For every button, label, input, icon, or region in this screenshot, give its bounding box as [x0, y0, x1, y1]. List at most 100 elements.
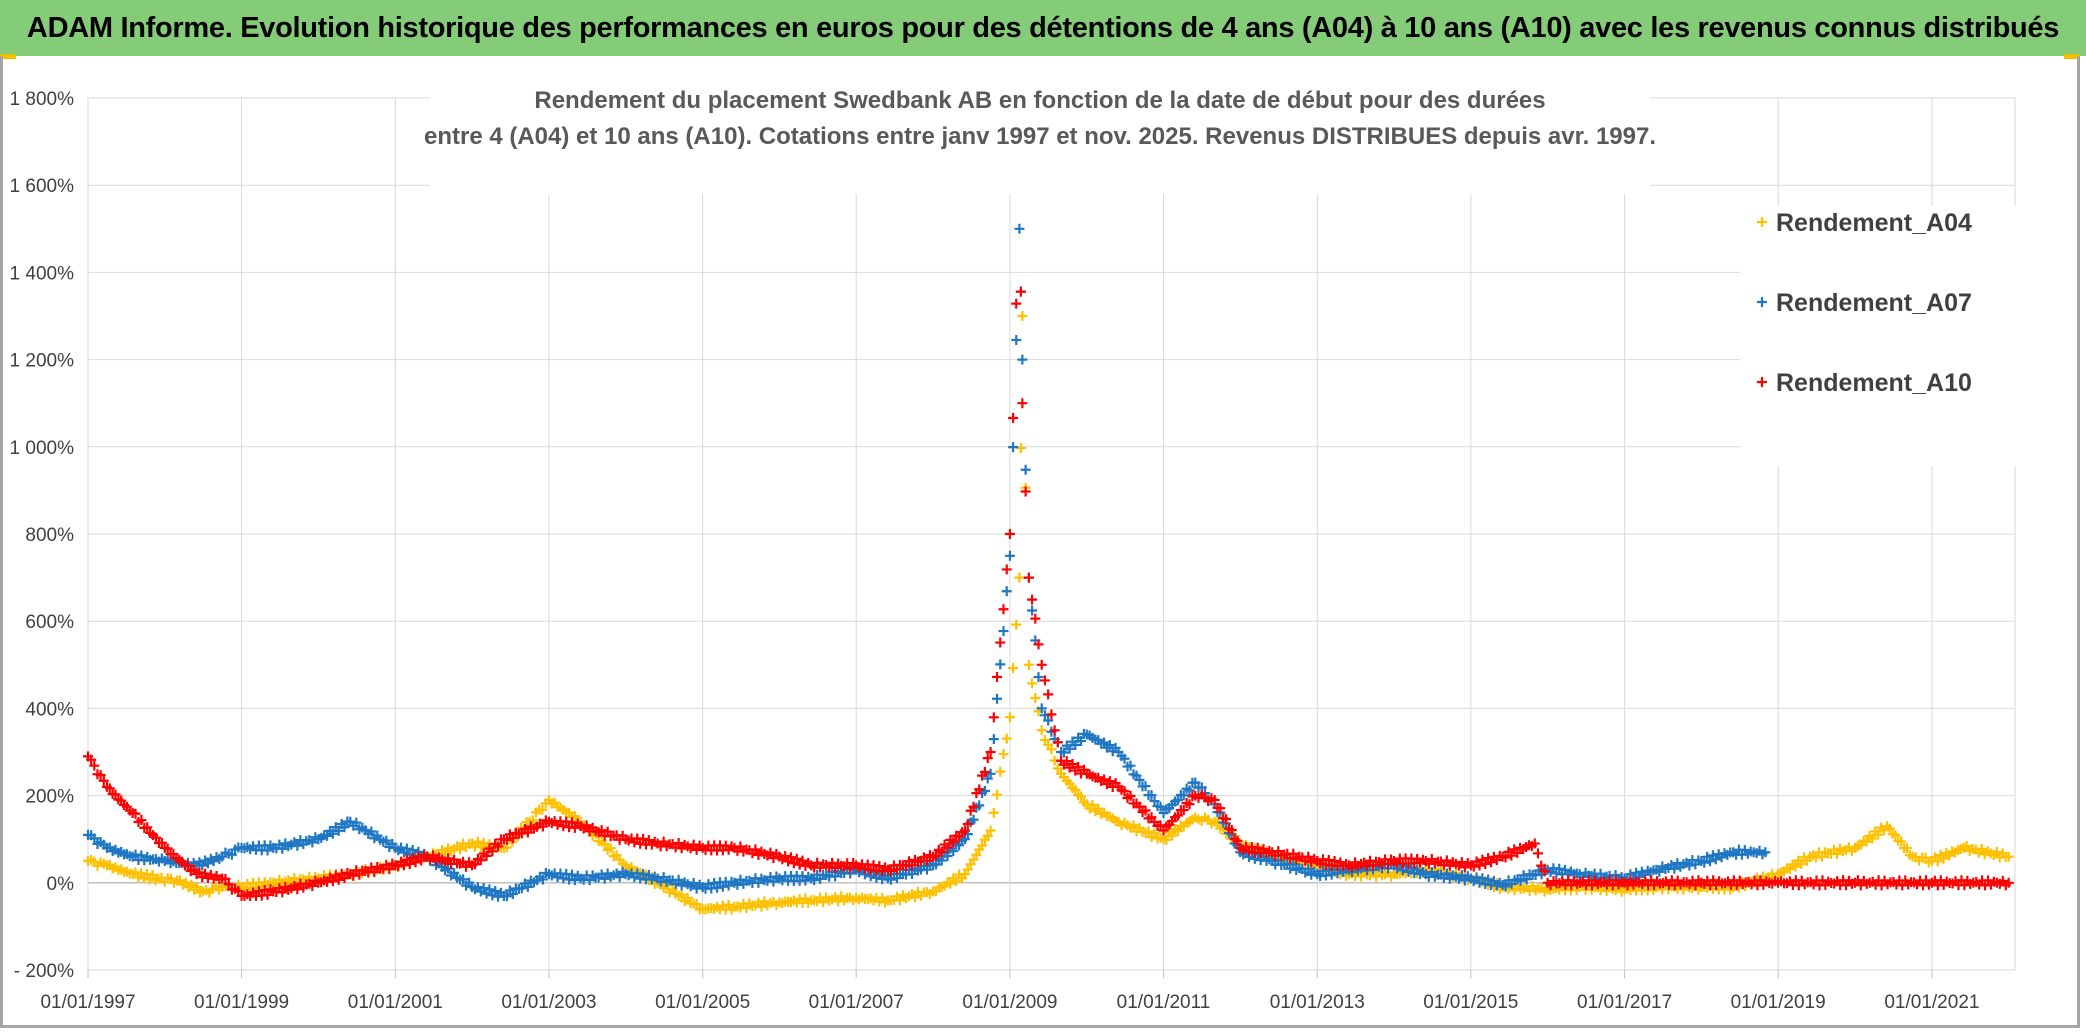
data-point	[537, 874, 548, 885]
data-point	[1093, 803, 1104, 814]
data-point	[197, 860, 208, 871]
data-point	[1078, 728, 1089, 739]
data-point	[416, 855, 427, 866]
data-point	[265, 884, 276, 895]
data-point	[1001, 586, 1012, 597]
data-point	[501, 891, 512, 902]
data-point	[1861, 836, 1872, 847]
data-point	[1705, 856, 1716, 867]
data-point	[1961, 840, 1972, 851]
data-point	[1693, 855, 1704, 866]
data-point	[676, 889, 687, 900]
data-point	[327, 876, 338, 887]
data-point	[750, 844, 761, 855]
data-point	[848, 858, 859, 869]
data-point	[726, 904, 737, 915]
data-point	[86, 754, 97, 765]
x-tick-label: 01/01/2011	[1117, 992, 1211, 1013]
data-point	[1923, 879, 1934, 890]
data-point	[1184, 785, 1195, 796]
data-point	[1027, 605, 1038, 616]
data-point	[1699, 857, 1710, 868]
data-point	[194, 887, 205, 898]
data-point	[186, 879, 197, 890]
data-point	[1043, 689, 1054, 700]
data-point	[1536, 860, 1547, 871]
data-point	[1616, 877, 1627, 888]
data-point	[1417, 854, 1428, 865]
data-point	[1076, 736, 1087, 747]
data-point	[930, 850, 941, 861]
data-point	[1309, 866, 1320, 877]
data-point	[428, 850, 439, 861]
data-point	[366, 826, 377, 837]
data-point	[110, 789, 121, 800]
data-point	[490, 885, 501, 896]
legend-background	[1740, 206, 2020, 466]
data-point	[1017, 311, 1028, 321]
data-point	[894, 895, 905, 906]
data-point	[673, 837, 684, 848]
data-point	[213, 884, 224, 895]
data-point	[874, 861, 885, 872]
data-point	[1252, 842, 1263, 853]
data-point	[942, 851, 953, 862]
data-point	[945, 878, 956, 889]
data-point	[885, 865, 896, 876]
data-point	[487, 846, 498, 857]
data-point	[977, 840, 988, 851]
data-point	[1087, 800, 1098, 811]
series-rendement_a07	[83, 223, 1771, 902]
data-point	[1654, 866, 1665, 877]
data-point	[880, 897, 891, 908]
y-tick-label: 400%	[25, 699, 74, 720]
data-point	[1790, 861, 1801, 872]
data-point	[142, 822, 153, 833]
data-point	[572, 870, 583, 881]
data-point	[1011, 619, 1022, 630]
data-point	[537, 821, 548, 832]
data-point	[1187, 777, 1198, 788]
y-axis-ticks: - 200% 0% 200% 400% 600% 800% 1 000% 1 200% 1 40…	[10, 89, 75, 982]
data-point	[1526, 841, 1537, 852]
data-point	[1867, 833, 1878, 844]
data-point	[327, 828, 338, 839]
data-point	[809, 875, 820, 886]
data-point	[464, 857, 475, 868]
data-point	[89, 760, 100, 771]
data-point	[726, 841, 737, 852]
data-point	[1757, 849, 1768, 860]
data-point	[410, 857, 421, 868]
legend: Rendement_A04 Rendement_A07 Rendement_A10	[1740, 206, 2020, 466]
data-point	[1023, 659, 1034, 670]
x-tick-label: 01/01/2005	[655, 992, 750, 1013]
data-point	[1004, 550, 1015, 561]
data-point	[2000, 880, 2011, 891]
data-point	[765, 847, 776, 858]
data-point	[1796, 858, 1807, 869]
data-point	[162, 843, 173, 854]
data-point	[735, 841, 746, 852]
data-point	[1052, 737, 1063, 748]
data-point	[1033, 672, 1044, 683]
data-point	[98, 775, 109, 786]
data-point	[1008, 442, 1019, 453]
data-point	[1512, 847, 1523, 858]
data-point	[1011, 298, 1022, 309]
data-point	[527, 815, 538, 826]
banner-accent-right	[2064, 54, 2080, 59]
data-point	[673, 874, 684, 885]
data-point	[906, 869, 917, 880]
data-point	[1036, 725, 1047, 736]
data-point	[1017, 398, 1028, 409]
y-tick-label: 1 000%	[10, 438, 75, 459]
data-point	[1474, 860, 1485, 871]
data-point	[1288, 859, 1299, 870]
data-point	[1693, 875, 1704, 886]
data-point	[124, 805, 135, 816]
data-point	[803, 897, 814, 908]
data-point	[1036, 703, 1047, 714]
data-point	[1878, 825, 1889, 836]
data-point	[951, 876, 962, 887]
data-point	[1167, 830, 1178, 841]
